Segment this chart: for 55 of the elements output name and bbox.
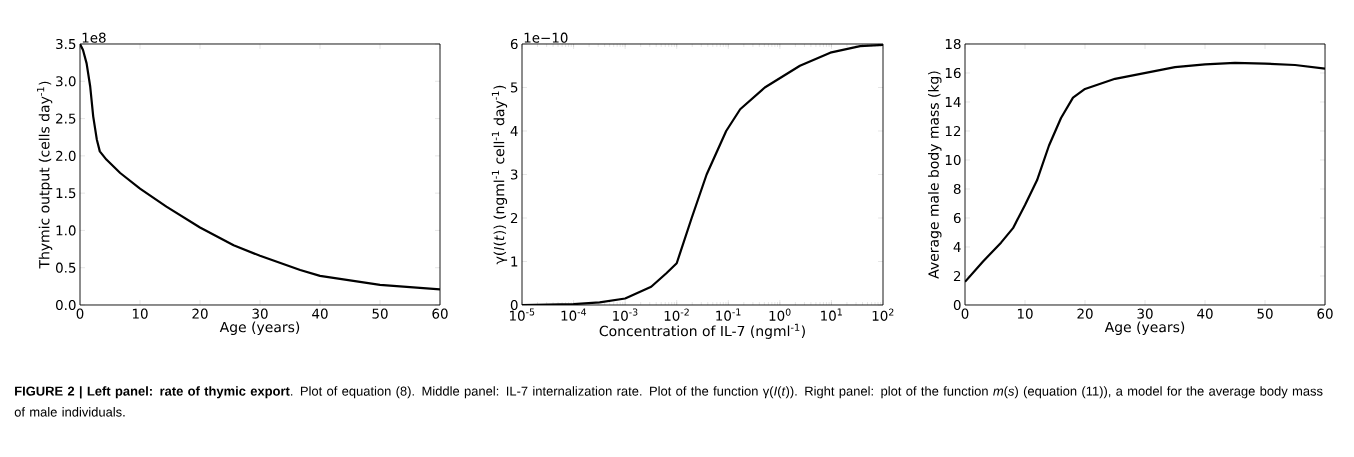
x-tick-label: 20 [1077,308,1093,319]
x-axis-title: Concentration of IL-7 (ngml$^{-1}$) [599,323,805,339]
y-tick-label: 0 [953,299,961,311]
y-tick-label: 1.5 [56,188,76,199]
x-tick-label: 60 [432,308,448,319]
y-tick-label: 2.5 [56,113,76,124]
x-tick-label: 10$^{2}$ [872,308,894,321]
y-tick-label: 6 [953,212,961,224]
x-tick-label: 10$^{-4}$ [561,308,587,321]
y-tick-label: 14 [945,97,961,107]
y-axis-title: Average male body mass (kg) [928,71,942,279]
x-tick-label: 20 [192,308,208,319]
y-tick-label: 3 [510,169,518,180]
x-tick-label: 60 [1317,308,1333,319]
x-tick-label: 0 [961,308,969,319]
y-tick-label: 4 [953,242,961,252]
y-tick-label: 18 [945,38,961,50]
y-tick-label: 1.0 [56,225,76,236]
y-tick-label: 2 [510,213,518,223]
x-tick-label: 30 [1137,308,1153,319]
text: 1e−10 [524,32,568,43]
y-tick-label: 10 [945,154,961,166]
x-tick-label: 0 [76,308,84,319]
x-axis-title: Age (years) [219,321,300,336]
y-tick-label: 4 [510,126,518,136]
x-tick-label: 40 [312,308,328,319]
x-tick-label: 40 [1197,308,1213,319]
x-tick-label: 50 [372,308,388,319]
y-axis-title: Thymic output (cells day$^{-1}$) [37,81,53,269]
y-tick-label: 12 [945,126,961,136]
y-tick-label: 0 [510,299,518,311]
x-tick-label: 10$^{-2}$ [664,308,689,321]
y-tick-label: 16 [945,67,961,79]
x-tick-label: 10$^{-3}$ [613,308,638,321]
y-tick-label: 3.5 [56,38,76,50]
y-tick-label: 1 [511,256,518,267]
x-tick-label: 30 [252,308,268,319]
x-tick-label: 10$^{-1}$ [716,308,741,321]
text: FIGURE 2 | Left panel: rate of thymic export. Plot of equation (8). Middle panel: IL-7 internalization rate. Plot of the function γ(I(t)). Right panel: plot of the function m(s) (equation (11)), a model for the average body mass of male individuals. [14,386,1323,417]
y-tick-label: 8 [953,183,961,195]
x-tick-label: 10$^{0}$ [769,308,791,321]
y-tick-label: 0.0 [55,299,76,311]
x-tick-label: 10 [132,308,148,319]
x-tick-label: 10 [1017,308,1033,319]
y-tick-label: 6 [510,38,518,50]
y-tick-label: 3.0 [56,76,76,87]
text: γ(I(t)) (ngml$^{-1}$ cell$^{-1}$ day$^{-1}$) [491,85,508,265]
x-axis-title: Age (years) [1104,321,1185,336]
x-tick-label: 10$^{1}$ [821,308,842,321]
y-tick-label: 5 [510,82,518,93]
x-tick-label: 50 [1257,308,1273,319]
text: 1e8 [82,32,106,43]
y-tick-label: 2.0 [56,150,76,161]
y-tick-label: 2 [953,271,961,281]
y-tick-label: 0.5 [55,262,76,273]
